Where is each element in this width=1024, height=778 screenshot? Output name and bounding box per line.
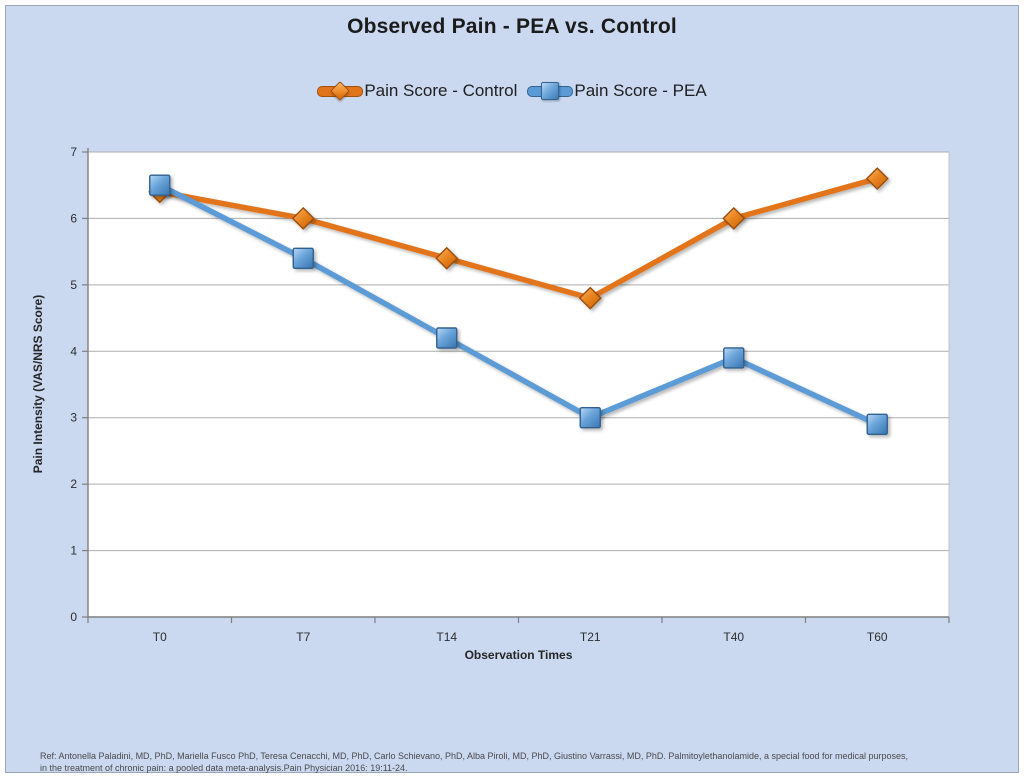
data-point-pea-T7	[292, 247, 314, 269]
data-point-control-T14	[435, 246, 459, 270]
y-tick-label: 6	[70, 211, 77, 225]
chart-title: Observed Pain - PEA vs. Control	[347, 15, 677, 38]
data-point-pea-T14	[436, 327, 458, 349]
reference-line-2: in the treatment of chronic pain: a pool…	[40, 762, 408, 773]
legend-item-pea: Pain Score - PEA	[527, 81, 707, 101]
y-tick-label: 2	[70, 477, 77, 491]
x-tick-label: T0	[153, 630, 167, 644]
y-tick-label: 0	[70, 610, 77, 624]
data-point-control-T21	[578, 286, 602, 310]
legend-item-control: Pain Score - Control	[317, 81, 517, 101]
x-axis-title: Observation Times	[464, 648, 573, 662]
data-point-pea-T60	[866, 413, 888, 436]
data-point-control-T60	[865, 167, 889, 191]
data-point-control-T7	[291, 206, 315, 230]
legend-label: Pain Score - PEA	[574, 81, 707, 100]
x-tick-label: T60	[867, 630, 888, 644]
y-tick-label: 3	[70, 411, 77, 425]
y-tick-label: 4	[70, 344, 77, 358]
plot-background	[88, 152, 949, 617]
y-tick-label: 5	[70, 278, 77, 292]
reference-citation: Ref: Antonella Paladini, MD, PhD, Mariel…	[40, 751, 996, 774]
data-point-control-T40	[722, 206, 746, 230]
x-tick-label: T7	[296, 630, 310, 644]
data-point-pea-T40	[723, 347, 745, 369]
data-point-pea-T0	[149, 174, 171, 196]
x-tick-label: T14	[436, 630, 457, 644]
series-line-pea	[157, 182, 880, 428]
x-tick-label: T40	[723, 630, 744, 644]
y-tick-label: 1	[70, 544, 77, 558]
y-tick-label: 7	[70, 145, 77, 159]
reference-line-1: Ref: Antonella Paladini, MD, PhD, Mariel…	[40, 751, 909, 761]
data-point-pea-T21	[579, 407, 601, 429]
series-line-control	[157, 175, 880, 301]
square-icon	[541, 82, 560, 100]
legend: Pain Score - Control Pain Score - PEA	[0, 81, 1024, 101]
square-series-marker-icon	[527, 82, 574, 100]
legend-label: Pain Score - Control	[364, 81, 518, 100]
y-axis-title: Pain Intensity (VAS/NRS Score)	[31, 294, 45, 474]
diamond-series-marker-icon	[317, 81, 364, 101]
x-tick-label: T21	[580, 630, 601, 644]
